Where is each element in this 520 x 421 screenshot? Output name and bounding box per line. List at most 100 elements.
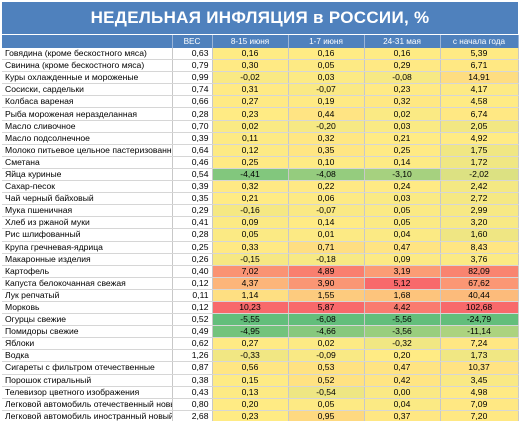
header-weight: ВЕС <box>172 35 213 48</box>
cell-1-7-june: 0,05 <box>288 59 365 73</box>
row-item-name: Огурцы свежие <box>2 313 173 327</box>
cell-1-7-june: 0,06 <box>288 192 365 206</box>
cell-24-31-may: 0,04 <box>364 228 441 242</box>
cell-8-15-june: 0,11 <box>212 132 289 145</box>
row-item-name: Чай черный байховый <box>2 192 173 206</box>
table-row: Морковь 0,12 10,23 5,87 4,42 102,68 <box>2 301 519 315</box>
cell-year-to-date: 14,91 <box>440 71 519 85</box>
cell-year-to-date: 8,43 <box>440 241 519 254</box>
cell-1-7-june: 0,44 <box>288 107 365 121</box>
cell-24-31-may: 1,68 <box>364 289 441 302</box>
cell-year-to-date: 7,20 <box>440 410 519 421</box>
row-weight: 0,87 <box>172 361 213 375</box>
row-weight: 0,80 <box>172 398 213 411</box>
cell-year-to-date: 6,74 <box>440 107 519 121</box>
cell-8-15-june: 0,02 <box>212 120 289 133</box>
cell-24-31-may: 0,42 <box>364 374 441 387</box>
cell-24-31-may: 0,16 <box>364 48 441 61</box>
row-weight: 0,41 <box>172 216 213 230</box>
cell-24-31-may: 0,09 <box>364 253 441 266</box>
cell-8-15-june: 0,27 <box>212 337 289 351</box>
cell-year-to-date: 7,24 <box>440 337 519 351</box>
cell-year-to-date: 2,99 <box>440 204 519 218</box>
cell-year-to-date: 10,37 <box>440 361 519 375</box>
row-weight: 0,54 <box>172 168 213 182</box>
row-weight: 0,63 <box>172 48 213 61</box>
table-row: Помидоры свежие 0,49 -4,95 -4,66 -3,56 -11,14 <box>2 325 519 339</box>
cell-24-31-may: 0,37 <box>364 410 441 421</box>
cell-24-31-may: -3,10 <box>364 168 441 182</box>
cell-8-15-june: 10,23 <box>212 301 289 315</box>
header-year-to-date: с начала года <box>440 35 519 48</box>
cell-24-31-may: 5,12 <box>364 277 441 290</box>
table-row: Чай черный байховый 0,35 0,21 0,06 0,03 2,72 <box>2 192 519 206</box>
cell-1-7-june: 0,35 <box>288 144 365 157</box>
row-weight: 0,29 <box>172 204 213 218</box>
table-row: Сигареты с фильтром отечественные 0,87 0,5… <box>2 361 519 375</box>
cell-year-to-date: 2,72 <box>440 192 519 206</box>
row-item-name: Говядина (кроме бескостного мяса) <box>2 48 173 61</box>
cell-24-31-may: 0,03 <box>364 120 441 133</box>
row-weight: 2,68 <box>172 410 213 421</box>
cell-year-to-date: -24,79 <box>440 313 519 327</box>
cell-year-to-date: 40,44 <box>440 289 519 302</box>
cell-8-15-june: 1,14 <box>212 289 289 302</box>
cell-year-to-date: 3,20 <box>440 216 519 230</box>
cell-24-31-may: -5,56 <box>364 313 441 327</box>
cell-year-to-date: 67,62 <box>440 277 519 290</box>
inflation-table: ВЕС 8-15 июня 1-7 июня 24-31 мая с начал… <box>2 35 519 421</box>
row-weight: 0,79 <box>172 59 213 73</box>
cell-year-to-date: 4,92 <box>440 132 519 145</box>
row-item-name: Морковь <box>2 301 173 315</box>
table-row: Масло подсолнечное 0,39 0,11 0,32 0,21 4,92 <box>2 132 519 145</box>
cell-24-31-may: -0,08 <box>364 71 441 85</box>
cell-8-15-june: -0,15 <box>212 253 289 266</box>
header-week-24-31-may: 24-31 мая <box>364 35 441 48</box>
row-weight: 1,26 <box>172 349 213 363</box>
row-item-name: Картофель <box>2 265 173 278</box>
row-item-name: Макаронные изделия <box>2 253 173 266</box>
cell-year-to-date: 6,71 <box>440 59 519 73</box>
row-weight: 0,39 <box>172 132 213 145</box>
table-row: Макаронные изделия 0,26 -0,15 -0,18 0,09 3,76 <box>2 253 519 266</box>
cell-1-7-june: -4,08 <box>288 168 365 182</box>
row-weight: 0,39 <box>172 180 213 194</box>
row-item-name: Лук репчатый <box>2 289 173 302</box>
row-item-name: Сосиски, сардельки <box>2 83 173 97</box>
row-item-name: Молоко питьевое цельное пастеризованное <box>2 144 173 157</box>
row-item-name: Легковой автомобиль иностранный новый <box>2 410 173 421</box>
row-item-name: Сигареты с фильтром отечественные <box>2 361 173 375</box>
table-row: Сосиски, сардельки 0,74 0,31 -0,07 0,23 4,17 <box>2 83 519 97</box>
row-item-name: Масло подсолнечное <box>2 132 173 145</box>
cell-24-31-may: -0,32 <box>364 337 441 351</box>
row-weight: 0,11 <box>172 289 213 302</box>
cell-24-31-may: 0,20 <box>364 349 441 363</box>
cell-year-to-date: 2,05 <box>440 120 519 133</box>
row-item-name: Помидоры свежие <box>2 325 173 339</box>
table-row: Яблоки 0,62 0,27 0,02 -0,32 7,24 <box>2 337 519 351</box>
cell-8-15-june: 0,30 <box>212 59 289 73</box>
cell-1-7-june: -0,09 <box>288 349 365 363</box>
cell-1-7-june: 0,16 <box>288 48 365 61</box>
table-row: Рис шлифованный 0,28 0,05 0,01 0,04 1,60 <box>2 228 519 242</box>
cell-1-7-june: 4,89 <box>288 265 365 278</box>
row-item-name: Капуста белокочанная свежая <box>2 277 173 290</box>
row-item-name: Хлеб из ржаной муки <box>2 216 173 230</box>
table-row: Говядина (кроме бескостного мяса) 0,63 0,1… <box>2 48 519 61</box>
cell-8-15-june: 0,09 <box>212 216 289 230</box>
cell-1-7-june: 0,05 <box>288 398 365 411</box>
cell-8-15-june: 0,27 <box>212 95 289 109</box>
row-weight: 0,35 <box>172 192 213 206</box>
cell-8-15-june: -4,95 <box>212 325 289 339</box>
row-weight: 0,26 <box>172 253 213 266</box>
row-item-name: Масло сливочное <box>2 120 173 133</box>
row-weight: 0,52 <box>172 313 213 327</box>
cell-1-7-june: -0,07 <box>288 83 365 97</box>
cell-8-15-june: 0,12 <box>212 144 289 157</box>
table-body: Говядина (кроме бескостного мяса) 0,63 0,1… <box>2 48 519 421</box>
row-weight: 0,99 <box>172 71 213 85</box>
cell-24-31-may: 0,24 <box>364 180 441 194</box>
row-item-name: Яйца куриные <box>2 168 173 182</box>
row-item-name: Свинина (кроме бескостного мяса) <box>2 59 173 73</box>
